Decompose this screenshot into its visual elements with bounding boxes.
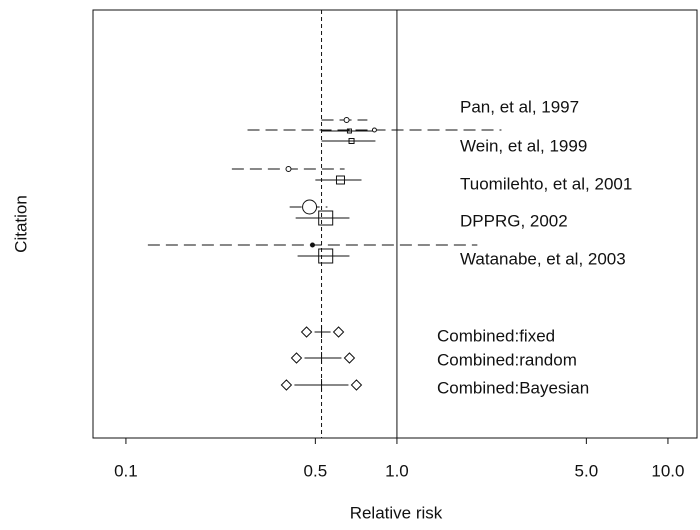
combined-label: Combined:fixed xyxy=(437,326,555,345)
x-tick-label: 5.0 xyxy=(575,461,599,480)
study-label: Pan, et al, 1997 xyxy=(460,97,579,116)
study-label: Watanabe, et al, 2003 xyxy=(460,249,626,268)
x-tick-label: 1.0 xyxy=(385,461,409,480)
shrunken-estimate xyxy=(346,128,352,134)
y-axis-label: Citation xyxy=(11,195,30,253)
shrunken-estimate xyxy=(348,138,355,144)
shrunken-estimate xyxy=(318,248,334,264)
observed-estimate xyxy=(309,242,315,248)
x-tick-label: 0.5 xyxy=(304,461,328,480)
x-tick-label: 10.0 xyxy=(651,461,684,480)
observed-estimate xyxy=(343,117,350,123)
study-label: DPPRG, 2002 xyxy=(460,211,568,230)
combined-label: Combined:Bayesian xyxy=(437,378,589,397)
plot-frame xyxy=(92,9,698,439)
combined-bound xyxy=(332,326,345,338)
combined-bound xyxy=(350,379,363,391)
study-label: Tuomilehto, et al, 2001 xyxy=(460,174,632,193)
combined-bound xyxy=(300,326,313,338)
shrunken-estimate xyxy=(335,175,345,185)
combined-bound xyxy=(290,352,303,364)
combined-bound xyxy=(343,352,356,364)
x-tick-label: 0.1 xyxy=(114,461,138,480)
study-label: Wein, et al, 1999 xyxy=(460,136,587,155)
combined-label: Combined:random xyxy=(437,350,577,369)
observed-estimate xyxy=(285,166,292,172)
shrunken-estimate xyxy=(318,210,334,226)
combined-bound xyxy=(280,379,293,391)
observed-estimate xyxy=(371,127,377,133)
x-axis-label: Relative risk xyxy=(350,503,443,522)
observed-estimate xyxy=(302,199,318,215)
